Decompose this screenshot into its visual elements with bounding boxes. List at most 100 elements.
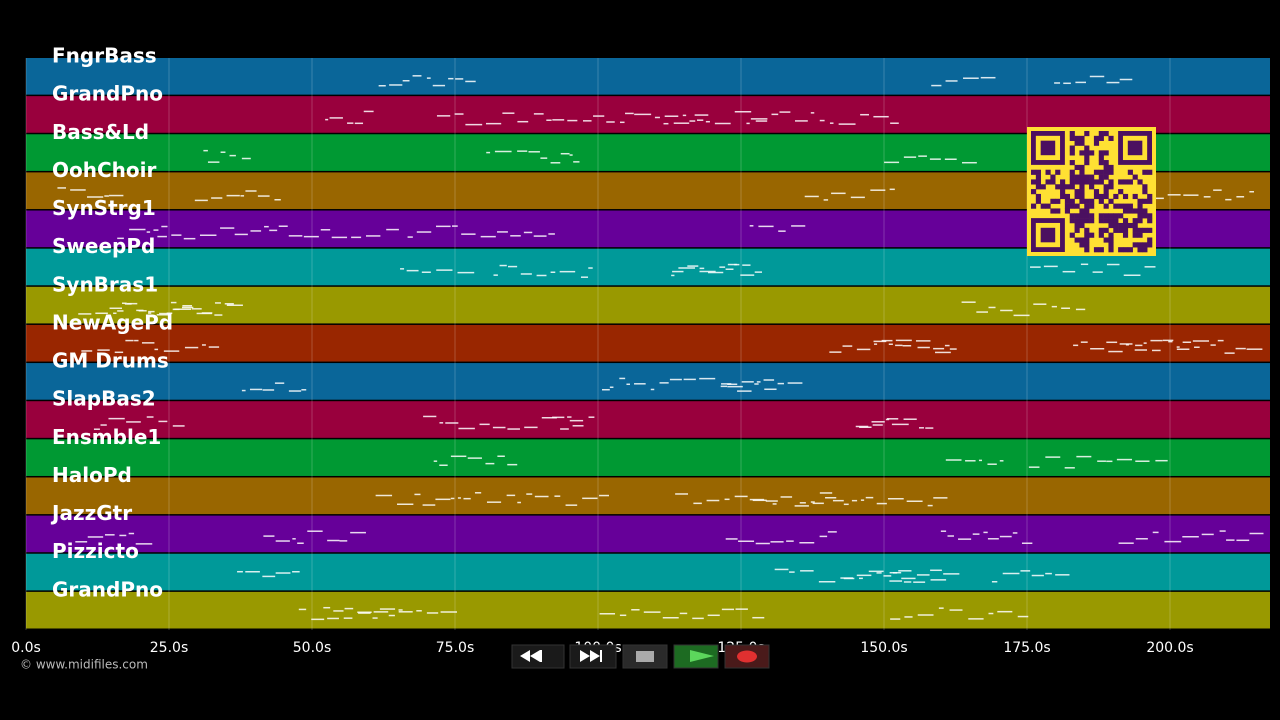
qr-module: [1084, 179, 1090, 185]
play-button[interactable]: [673, 644, 719, 669]
qr-module: [1069, 131, 1075, 137]
qr-module: [1098, 213, 1104, 219]
qr-module: [1108, 179, 1114, 185]
qr-module: [1064, 203, 1071, 209]
qr-module: [1132, 227, 1138, 233]
qr-module: [1079, 213, 1085, 219]
qr-module: [1064, 208, 1071, 214]
qr-module: [1079, 222, 1085, 229]
qr-module: [1132, 193, 1138, 200]
qr-module: [1069, 203, 1075, 209]
icon: [636, 651, 654, 662]
qr-module: [1137, 218, 1143, 224]
track-label: HaloPd: [52, 463, 132, 487]
qr-module: [1108, 242, 1114, 248]
track-label: FngrBass: [52, 44, 157, 68]
qr-module: [1084, 145, 1090, 151]
qr-module: [1074, 135, 1080, 141]
qr-module: [1098, 131, 1104, 137]
qr-module: [1074, 213, 1080, 219]
qr-module: [1147, 213, 1153, 219]
qr-module: [1098, 150, 1104, 156]
qr-module: [1098, 174, 1104, 180]
qr-module: [1084, 213, 1090, 219]
qr-module: [1069, 169, 1075, 175]
track-label: Pizzicto: [52, 539, 139, 563]
qr-module: [1064, 184, 1071, 190]
qr-module: [1118, 227, 1124, 233]
qr-module: [1098, 160, 1104, 166]
qr-module: [1055, 198, 1061, 204]
qr-module: [1031, 179, 1037, 185]
qr-module: [1093, 140, 1100, 146]
qr-module: [1074, 218, 1080, 224]
qr-module: [1147, 237, 1153, 243]
fast-forward-button[interactable]: [569, 644, 617, 669]
qr-module: [1035, 198, 1041, 204]
qr-module: [1045, 169, 1051, 175]
qr-module: [1098, 155, 1104, 161]
qr-module: [1127, 179, 1133, 185]
qr-module: [1084, 198, 1090, 204]
qr-module: [1064, 193, 1071, 200]
qr-module: [1079, 174, 1085, 180]
track-band: [26, 401, 1270, 438]
qr-module: [1079, 169, 1085, 175]
qr-module: [1103, 203, 1109, 209]
icon: [520, 650, 530, 662]
qr-module: [1113, 218, 1119, 224]
icon: [590, 650, 600, 662]
record-button[interactable]: [724, 644, 770, 669]
track-band: [26, 286, 1270, 324]
track-label: GrandPno: [52, 82, 163, 106]
qr-module: [1074, 227, 1080, 233]
qr-module: [1103, 189, 1109, 195]
qr-module: [1118, 189, 1124, 195]
qr-module: [1069, 145, 1075, 151]
qr-module: [1147, 242, 1153, 248]
qr-module: [1142, 247, 1148, 253]
icon: [690, 650, 714, 662]
qr-module: [1142, 198, 1148, 204]
tick-label: 150.0s: [860, 640, 907, 656]
qr-module: [1137, 203, 1143, 209]
qr-module: [1118, 203, 1124, 209]
qr-module: [1055, 208, 1061, 214]
transport-controls: [511, 644, 770, 669]
qr-module: [1069, 174, 1075, 180]
qr-module: [1084, 208, 1090, 214]
qr-module: [1147, 169, 1153, 175]
qr-module: [1035, 169, 1041, 175]
stop-button[interactable]: [622, 644, 668, 669]
qr-module: [1137, 198, 1143, 204]
qr-module: [1055, 169, 1061, 175]
qr-module: [1060, 184, 1066, 190]
qr-module: [1035, 184, 1041, 190]
qr-module: [1084, 247, 1090, 253]
track-label: NewAgePd: [52, 310, 173, 334]
qr-module: [1122, 232, 1129, 238]
qr-module: [1074, 174, 1080, 180]
rewind-button[interactable]: [511, 644, 565, 669]
qr-module: [1113, 227, 1119, 233]
qr-module: [1079, 164, 1085, 171]
qr-module: [1079, 184, 1085, 190]
qr-module: [1060, 189, 1066, 195]
qr-module: [1103, 164, 1109, 171]
qr-module: [1108, 198, 1114, 204]
track-band: [26, 591, 1270, 629]
qr-module: [1079, 242, 1085, 248]
qr-module: [1093, 247, 1100, 253]
qr-module: [1127, 203, 1133, 209]
qr-module: [1113, 203, 1119, 209]
qr-module: [1103, 237, 1109, 243]
qr-finder: [1040, 227, 1056, 243]
track-label: OohChoir: [52, 158, 156, 182]
qr-module: [1035, 174, 1041, 180]
qr-module: [1122, 193, 1129, 200]
qr-module: [1089, 213, 1095, 219]
qr-module: [1103, 193, 1109, 200]
copyright: © www.midifiles.com: [20, 658, 148, 672]
qr-module: [1142, 208, 1148, 214]
